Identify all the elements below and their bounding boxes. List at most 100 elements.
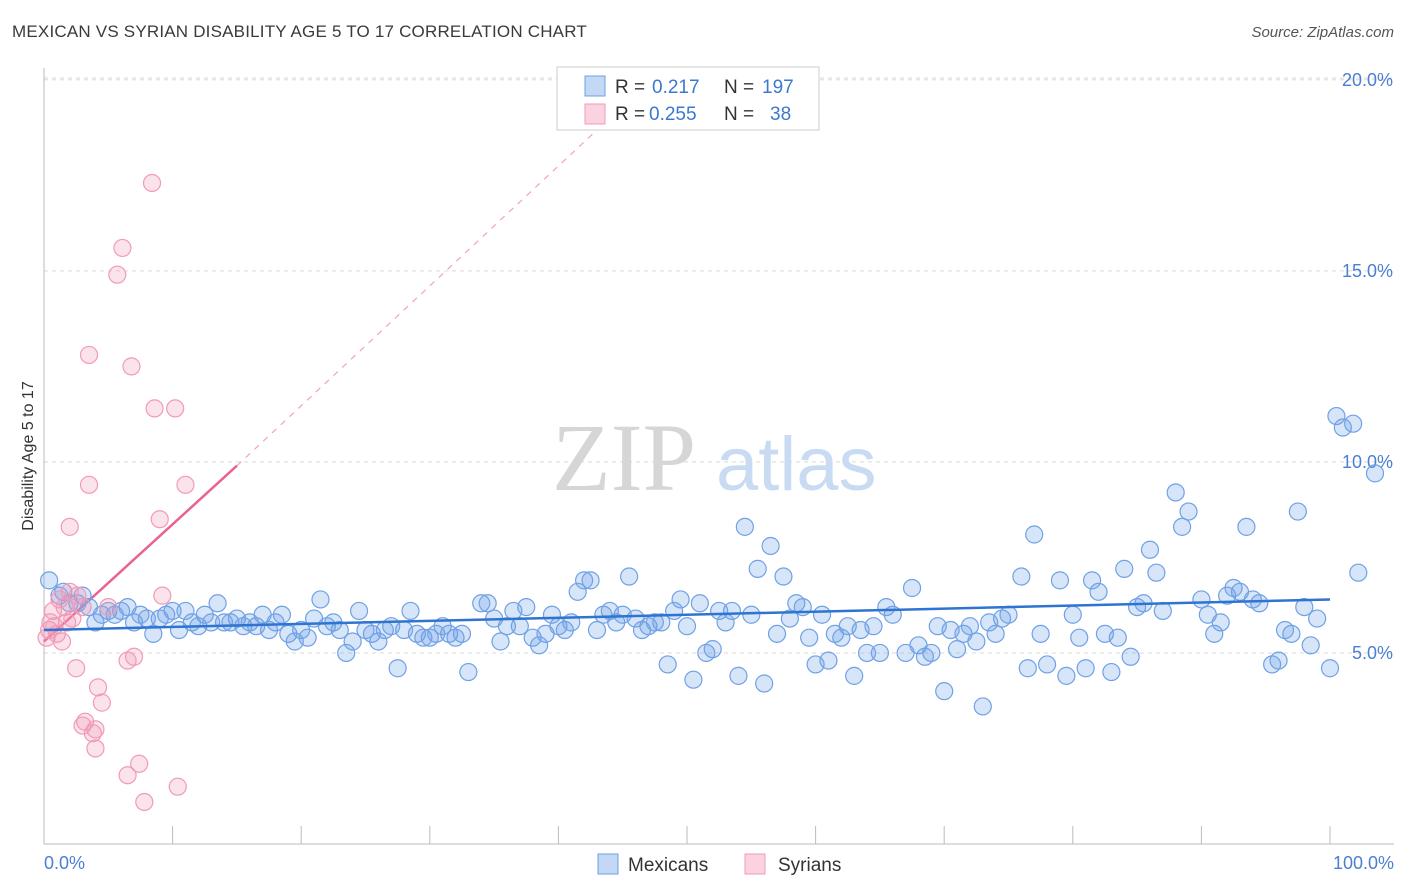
mexican-point-153 [1050, 571, 1070, 590]
watermark-atlas: atlas [716, 422, 877, 507]
mexican-point-66 [472, 594, 491, 613]
syrians-trendline-extension [236, 117, 611, 467]
mexican-point-84 [587, 620, 607, 640]
mexican-point-54 [388, 659, 407, 678]
mexican-point-124 [845, 666, 864, 685]
legend-r-label-1: R = [615, 77, 645, 98]
mexican-point-159 [1089, 582, 1108, 601]
mexican-point-171 [1173, 517, 1192, 536]
legend-r-value-2: 0.255 [649, 104, 697, 125]
mexican-point-114 [780, 609, 799, 628]
mexican-point-137 [935, 682, 954, 701]
mexican-point-164 [1121, 647, 1140, 666]
y-tick-label-15: 15.0% [1342, 261, 1393, 281]
top-legend: R = 0.217 N = 197 R = 0.255 N = 38 [556, 66, 820, 131]
y-axis-title: Disability Age 5 to 17 [20, 381, 37, 531]
mexican-point-122 [832, 628, 851, 647]
mexican-point-64 [452, 624, 472, 643]
mexican-point-46 [337, 643, 356, 663]
syrian-point-30 [124, 647, 144, 666]
x-ticks [43, 826, 1331, 844]
mexican-point-195 [1349, 563, 1368, 582]
mexican-point-65 [459, 662, 478, 682]
mexican-point-36 [272, 605, 292, 624]
mexican-point-100 [690, 594, 709, 613]
mexican-point-187 [1288, 502, 1307, 521]
mexican-point-139 [947, 640, 967, 659]
mexican-point-82 [575, 571, 594, 590]
syrian-point-7 [52, 632, 72, 651]
mexican-point-142 [967, 632, 986, 651]
mexican-point-87 [607, 613, 626, 632]
mexican-point-145 [986, 624, 1005, 643]
syrian-point-25 [108, 265, 127, 284]
mexican-point-182 [1250, 594, 1269, 613]
mexican-point-169 [1153, 601, 1172, 621]
syrians-points [37, 173, 195, 812]
mexican-point-26 [208, 594, 227, 613]
mexican-point-93 [645, 613, 664, 632]
mexican-point-48 [349, 601, 369, 621]
legend-n-value-2: 38 [770, 104, 791, 125]
mexican-point-0 [40, 571, 59, 590]
mexicans-trendline [43, 598, 1331, 632]
mexican-point-40 [298, 628, 317, 647]
mexican-point-149 [1018, 659, 1037, 678]
mexican-point-89 [620, 567, 639, 586]
mexican-point-60 [427, 624, 446, 643]
x-tick-label-min: 0.0% [44, 853, 85, 873]
watermark-zip: ZIP [552, 404, 696, 511]
syrian-point-17 [79, 475, 99, 494]
mexican-point-19 [163, 601, 182, 621]
mexican-point-189 [1301, 636, 1320, 655]
mexican-point-7 [86, 613, 105, 632]
mexican-point-107 [735, 517, 754, 536]
mexican-point-35 [266, 613, 285, 632]
mexican-point-176 [1211, 613, 1230, 632]
mexican-point-126 [857, 643, 877, 663]
mexican-point-157 [1076, 659, 1095, 678]
syrian-point-35 [150, 510, 169, 529]
y-tick-label-5: 5.0% [1352, 643, 1393, 663]
mexican-point-180 [1237, 517, 1256, 536]
mexican-point-190 [1308, 609, 1327, 628]
syrian-point-24 [99, 597, 118, 617]
syrian-point-14 [73, 597, 92, 617]
legend-r-label-2: R = [615, 104, 645, 125]
mexican-point-192 [1327, 406, 1346, 426]
mexican-point-95 [658, 655, 677, 674]
syrian-point-36 [153, 586, 172, 605]
mexican-point-94 [652, 613, 671, 632]
syrian-point-39 [176, 475, 195, 494]
mexican-point-186 [1282, 624, 1301, 643]
bottom-legend-swatch-syrians [744, 853, 766, 875]
mexican-point-127 [864, 617, 883, 636]
mexican-point-196 [1365, 464, 1385, 483]
mexican-point-73 [517, 597, 536, 617]
syrian-point-11 [63, 609, 82, 628]
mexican-point-172 [1179, 502, 1198, 521]
mexican-point-141 [960, 617, 980, 636]
bottom-legend-label-mexicans: Mexicans [628, 855, 708, 876]
mexican-point-106 [729, 666, 748, 685]
mexican-point-152 [1037, 655, 1057, 674]
mexican-point-70 [497, 617, 517, 636]
syrian-point-40 [60, 517, 79, 536]
mexican-point-83 [581, 571, 600, 590]
mexican-point-143 [973, 697, 992, 716]
syrian-point-29 [122, 357, 141, 376]
source-label: Source: ZipAtlas.com [1251, 24, 1394, 41]
syrian-point-3 [43, 601, 63, 621]
legend-swatch-syrians [584, 103, 606, 125]
mexican-point-147 [999, 605, 1018, 624]
legend-swatch-mexicans [584, 75, 606, 97]
mexican-point-163 [1115, 559, 1134, 578]
mexican-point-154 [1057, 666, 1076, 685]
mexican-point-112 [767, 624, 787, 643]
mexican-point-102 [703, 640, 722, 659]
mexican-point-79 [555, 620, 574, 640]
mexican-point-21 [176, 601, 195, 621]
mexican-point-113 [774, 567, 793, 586]
mexican-point-61 [433, 617, 452, 636]
